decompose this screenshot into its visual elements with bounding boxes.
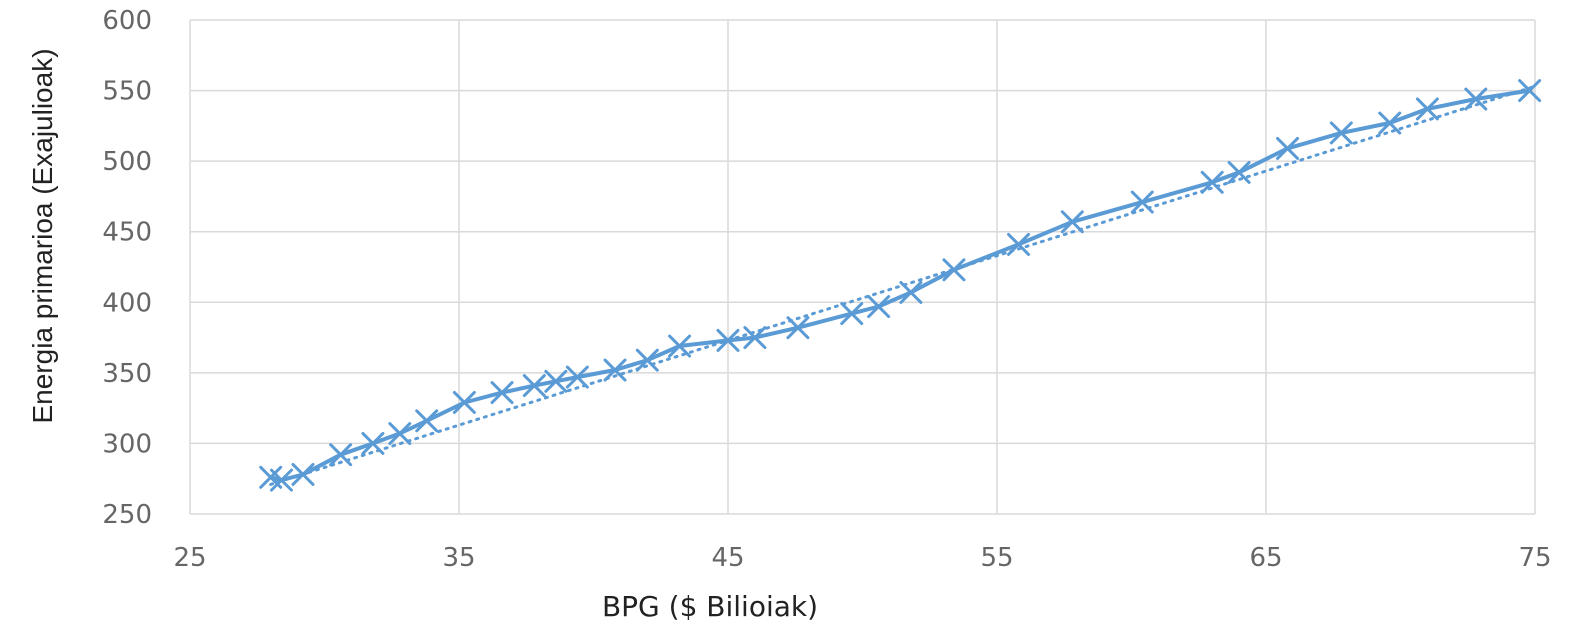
series-group xyxy=(259,79,1542,492)
data-point-marker xyxy=(522,374,546,398)
y-tick-label: 500 xyxy=(102,147,152,177)
data-point-marker xyxy=(942,258,966,282)
data-point-marker xyxy=(565,365,589,389)
x-axis-title: BPG ($ Bilioiak) xyxy=(602,590,818,623)
data-point-marker xyxy=(490,381,514,405)
data-point-marker xyxy=(452,390,476,414)
data-point-marker xyxy=(1415,97,1439,121)
x-tick-label: 25 xyxy=(173,543,206,573)
data-point-marker xyxy=(388,422,412,446)
x-tick-label: 45 xyxy=(711,543,744,573)
x-tick-label: 75 xyxy=(1518,543,1551,573)
y-tick-label: 550 xyxy=(102,77,152,107)
data-point-marker xyxy=(635,348,659,372)
data-point-marker xyxy=(269,468,293,492)
y-tick-label: 300 xyxy=(102,429,152,459)
data-point-marker xyxy=(840,302,864,326)
y-tick-label: 250 xyxy=(102,500,152,530)
data-point-marker xyxy=(668,334,692,358)
y-tick-label: 450 xyxy=(102,218,152,248)
data-point-marker xyxy=(1200,170,1224,194)
y-tick-label: 350 xyxy=(102,359,152,389)
data-point-marker xyxy=(1378,111,1402,135)
y-tick-label: 600 xyxy=(102,6,152,36)
data-point-marker xyxy=(867,295,891,319)
data-point-marker xyxy=(544,369,568,393)
data-point-marker xyxy=(1329,121,1353,145)
y-axis-title: Energia primarioa (Exajulioak) xyxy=(27,48,58,423)
y-tick-label: 400 xyxy=(102,288,152,318)
x-tick-label: 55 xyxy=(980,543,1013,573)
gridlines xyxy=(189,19,1536,515)
data-point-marker xyxy=(1518,79,1542,103)
y-tick-labels: 250 300 350 400 450 500 550 600 xyxy=(102,6,152,530)
data-point-marker xyxy=(415,409,439,433)
trendline xyxy=(269,84,1537,486)
data-point-marker xyxy=(1227,160,1251,184)
x-tick-label: 65 xyxy=(1249,543,1282,573)
x-tick-labels: 25 35 45 55 65 75 xyxy=(173,543,1551,573)
data-point-marker xyxy=(1276,136,1300,160)
x-tick-label: 35 xyxy=(442,543,475,573)
